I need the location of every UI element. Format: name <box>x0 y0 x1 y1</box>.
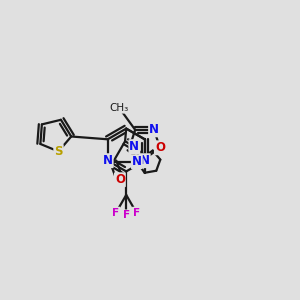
Text: N: N <box>103 154 113 167</box>
Text: N: N <box>129 140 139 153</box>
Text: N: N <box>140 154 150 167</box>
Text: F: F <box>133 208 140 218</box>
Text: F: F <box>123 210 130 220</box>
Text: S: S <box>54 145 63 158</box>
Text: N: N <box>149 123 159 136</box>
Text: N: N <box>132 155 142 168</box>
Text: F: F <box>112 208 120 218</box>
Text: O: O <box>115 173 125 186</box>
Text: O: O <box>155 141 165 154</box>
Text: CH₃: CH₃ <box>110 103 129 113</box>
